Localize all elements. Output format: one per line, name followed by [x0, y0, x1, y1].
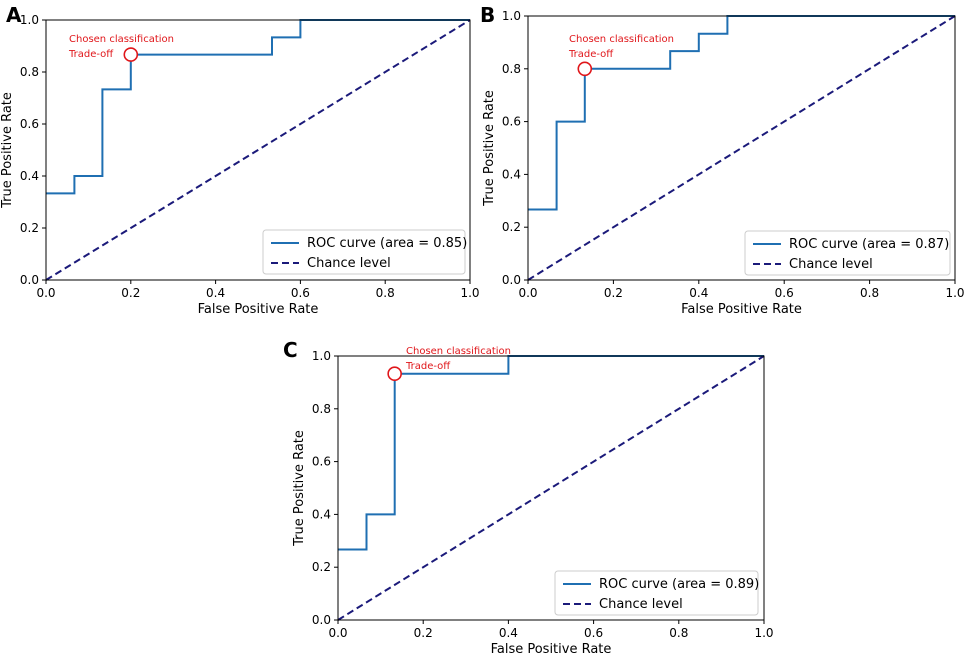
roc-panel-c: C 0.00.0 0.2 0.2 0.4 0.4 0.6 0.6 0.8 0.8 1.0 1.0 Fal… — [283, 338, 774, 657]
y-tick-label: 0.6 — [20, 117, 39, 131]
y-axis-label: True Positive Rate — [482, 90, 497, 207]
x-tick-label: 0.4 — [499, 626, 518, 640]
x-tick-label: 1.0 — [945, 286, 964, 300]
panel-letter: A — [6, 3, 22, 27]
legend-entry: ROC curve (area = 0.85) — [307, 236, 467, 251]
x-tick-label: 0.2 — [121, 286, 140, 300]
roc-curve-line — [528, 15, 955, 211]
y-tick-label: 0.8 — [312, 402, 331, 416]
y-axis-label: True Positive Rate — [292, 430, 307, 547]
x-tick-label: 0.8 — [860, 286, 879, 300]
x-tick-label: 0.0 — [328, 626, 347, 640]
roc-panel-a: A 0.00.0 0.2 0.2 0.4 0.4 0.6 0.6 0.8 0.8 1.0 1.0 Fal… — [0, 3, 480, 317]
legend-entry: Chance level — [789, 257, 873, 272]
panel-letter: B — [480, 3, 495, 27]
y-tick-label: 1.0 — [502, 9, 521, 23]
x-tick-label: 0.2 — [604, 286, 623, 300]
tradeoff-annotation: Chosen classification — [569, 34, 674, 45]
x-tick-label: 0.4 — [689, 286, 708, 300]
y-tick-label: 0.0 — [502, 273, 521, 287]
y-tick-label: 0.8 — [502, 62, 521, 76]
x-axis-label: False Positive Rate — [198, 302, 319, 317]
y-tick-label: 0.2 — [502, 220, 521, 234]
legend-entry: Chance level — [599, 597, 683, 612]
y-tick-label: 1.0 — [20, 13, 39, 27]
chance-level-line — [527, 15, 956, 281]
plot-frame — [45, 19, 471, 281]
x-axis-label: False Positive Rate — [681, 302, 802, 317]
plot-frame — [527, 15, 956, 281]
plot-frame — [337, 355, 765, 621]
y-tick-label: 0.8 — [20, 65, 39, 79]
tradeoff-annotation: Trade-off — [68, 49, 114, 60]
x-tick-label: 0.0 — [518, 286, 537, 300]
x-tick-label: 0.6 — [584, 626, 603, 640]
roc-curve-line — [338, 355, 764, 551]
x-tick-label: 0.6 — [291, 286, 310, 300]
y-tick-label: 0.6 — [502, 115, 521, 129]
y-tick-label: 0.0 — [312, 613, 331, 627]
legend-entry: ROC curve (area = 0.87) — [789, 237, 949, 252]
y-tick-label: 0.0 — [20, 273, 39, 287]
legend-entry: Chance level — [307, 256, 391, 271]
roc-panel-b: B 0.00.0 0.2 0.2 0.4 0.4 0.6 0.6 0.8 0.8 1.0 1.0 Fal… — [480, 3, 965, 317]
x-tick-label: 0.0 — [36, 286, 55, 300]
x-tick-label: 1.0 — [460, 286, 479, 300]
legend-box — [262, 229, 466, 275]
x-tick-label: 0.8 — [376, 286, 395, 300]
panel-letter: C — [283, 338, 298, 362]
roc-curve-line — [46, 19, 470, 195]
tradeoff-annotation: Trade-off — [568, 49, 614, 60]
tradeoff-marker — [123, 47, 139, 62]
tradeoff-annotation: Chosen classification — [406, 346, 511, 357]
y-tick-label: 0.4 — [20, 169, 39, 183]
legend-entry: ROC curve (area = 0.89) — [599, 577, 759, 592]
tradeoff-annotation: Chosen classification — [69, 34, 174, 45]
y-tick-label: 0.4 — [502, 167, 521, 181]
x-tick-label: 0.4 — [206, 286, 225, 300]
tradeoff-marker — [577, 61, 593, 77]
y-tick-label: 0.6 — [312, 455, 331, 469]
x-axis-label: False Positive Rate — [491, 642, 612, 657]
y-tick-label: 0.2 — [20, 221, 39, 235]
x-tick-label: 1.0 — [754, 626, 773, 640]
y-tick-label: 1.0 — [312, 349, 331, 363]
tradeoff-marker — [387, 366, 402, 381]
y-axis-label: True Positive Rate — [0, 92, 15, 209]
legend-box — [554, 570, 759, 616]
x-tick-label: 0.6 — [775, 286, 794, 300]
chance-level-line — [45, 19, 471, 281]
tradeoff-annotation: Trade-off — [405, 361, 451, 372]
legend-box — [744, 230, 951, 276]
x-tick-label: 0.8 — [669, 626, 688, 640]
y-tick-label: 0.4 — [312, 507, 331, 521]
chance-level-line — [337, 355, 765, 621]
y-tick-label: 0.2 — [312, 560, 331, 574]
x-tick-label: 0.2 — [414, 626, 433, 640]
